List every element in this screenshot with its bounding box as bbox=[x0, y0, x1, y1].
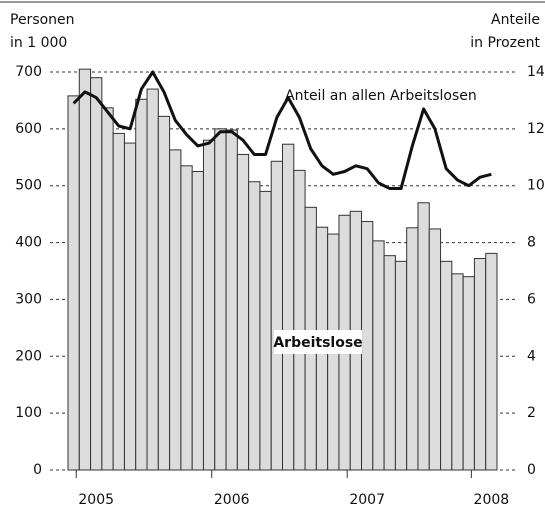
bar bbox=[236, 153, 250, 471]
x-tick-label: 2007 bbox=[349, 492, 385, 508]
y-label: Personen bbox=[10, 12, 75, 28]
bar bbox=[157, 115, 171, 471]
bar bbox=[146, 88, 159, 471]
bar bbox=[214, 128, 227, 471]
y2-tick-label: 2 bbox=[527, 405, 536, 421]
bar bbox=[248, 181, 261, 471]
y-tick-label: 400 bbox=[15, 235, 42, 251]
bar bbox=[202, 139, 216, 471]
bar bbox=[135, 98, 148, 471]
bar bbox=[428, 228, 442, 471]
bar bbox=[417, 202, 430, 471]
bar bbox=[473, 257, 487, 471]
y-tick-label: 300 bbox=[15, 291, 42, 307]
bar bbox=[394, 260, 408, 471]
y-tick-label: 500 bbox=[15, 178, 42, 194]
y2-label: Anteile bbox=[491, 12, 540, 28]
y-label: in 1 000 bbox=[10, 35, 67, 51]
bar bbox=[361, 221, 374, 471]
bar bbox=[180, 165, 193, 471]
bar bbox=[67, 95, 80, 471]
bar bbox=[406, 227, 419, 471]
bar bbox=[293, 169, 306, 471]
series-label: Arbeitslose bbox=[273, 335, 362, 351]
y-tick-label: 0 bbox=[33, 462, 42, 478]
bar bbox=[383, 255, 396, 471]
y-tick-label: 700 bbox=[15, 64, 42, 80]
y2-tick-label: 6 bbox=[527, 291, 536, 307]
y2-label: in Prozent bbox=[470, 35, 540, 51]
bar bbox=[372, 240, 385, 471]
bar bbox=[123, 142, 137, 471]
x-tick-label: 2005 bbox=[78, 492, 114, 508]
y2-tick-label: 0 bbox=[527, 462, 536, 478]
bar bbox=[270, 160, 284, 471]
y-tick-label: 200 bbox=[15, 348, 42, 364]
y2-tick-label: 4 bbox=[527, 348, 536, 364]
y-tick-label: 100 bbox=[15, 405, 42, 421]
x-tick-label: 2008 bbox=[474, 492, 510, 508]
bar bbox=[462, 276, 475, 471]
bar bbox=[440, 260, 453, 471]
bar bbox=[225, 129, 238, 471]
y2-tick-label: 14 bbox=[527, 64, 545, 80]
bar bbox=[112, 132, 125, 471]
bar bbox=[169, 149, 182, 471]
y2-tick-label: 12 bbox=[527, 121, 545, 137]
bar bbox=[90, 77, 103, 471]
bar bbox=[191, 171, 204, 471]
y2-tick-label: 8 bbox=[527, 235, 536, 251]
line bbox=[72, 70, 492, 191]
label-bg bbox=[274, 330, 362, 354]
y2-tick-label: 10 bbox=[527, 178, 545, 194]
bar bbox=[78, 68, 92, 471]
series-label: Anteil an allen Arbeitslosen bbox=[285, 88, 477, 104]
y-tick-label: 600 bbox=[15, 121, 42, 137]
bar bbox=[101, 107, 114, 471]
bar bbox=[451, 273, 464, 471]
bar bbox=[282, 143, 295, 471]
bar bbox=[485, 252, 498, 471]
bar bbox=[259, 190, 272, 471]
x-tick-label: 2006 bbox=[214, 492, 250, 508]
